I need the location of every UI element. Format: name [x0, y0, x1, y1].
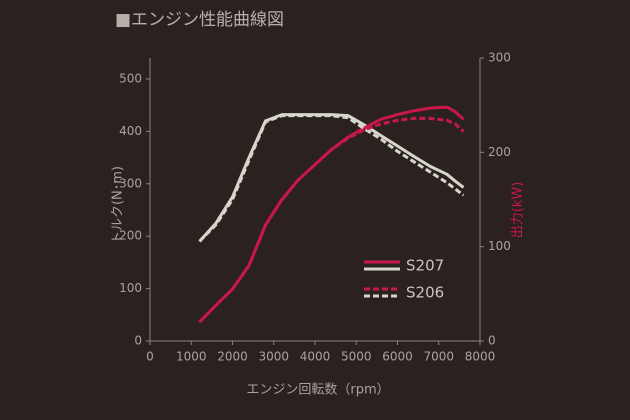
- y-tick-label: 0: [134, 334, 142, 348]
- power-line: [198, 116, 465, 324]
- chart-title: ■エンジン性能曲線図: [115, 10, 284, 30]
- y2-tick-label: 0: [488, 334, 496, 348]
- y-tick-label: 200: [119, 229, 142, 243]
- x-tick-label: 5000: [341, 350, 372, 364]
- x-tick-label: 8000: [465, 350, 496, 364]
- y-axis-label: トルク(N･m): [111, 166, 126, 244]
- x-tick-label: 0: [146, 350, 154, 364]
- y-tick-label: 500: [119, 71, 142, 85]
- y2-axis-label: 出力(kW): [511, 182, 526, 239]
- y2-tick-label: 100: [488, 239, 511, 253]
- x-tick-label: 1000: [176, 350, 207, 364]
- y2-tick-label: 200: [488, 145, 511, 159]
- x-tick-label: 7000: [423, 350, 454, 364]
- x-tick-label: 4000: [300, 350, 331, 364]
- x-tick-label: 2000: [217, 350, 248, 364]
- y-tick-label: 300: [119, 176, 142, 190]
- legend-label: S206: [406, 284, 444, 302]
- y-tick-label: 400: [119, 124, 142, 138]
- legend-label: S207: [406, 257, 444, 275]
- y2-tick-label: 300: [488, 51, 511, 65]
- x-axis-label: エンジン回転数（rpm）: [246, 383, 389, 398]
- x-tick-label: 3000: [258, 350, 289, 364]
- y-tick-label: 100: [119, 281, 142, 295]
- x-tick-label: 6000: [382, 350, 413, 364]
